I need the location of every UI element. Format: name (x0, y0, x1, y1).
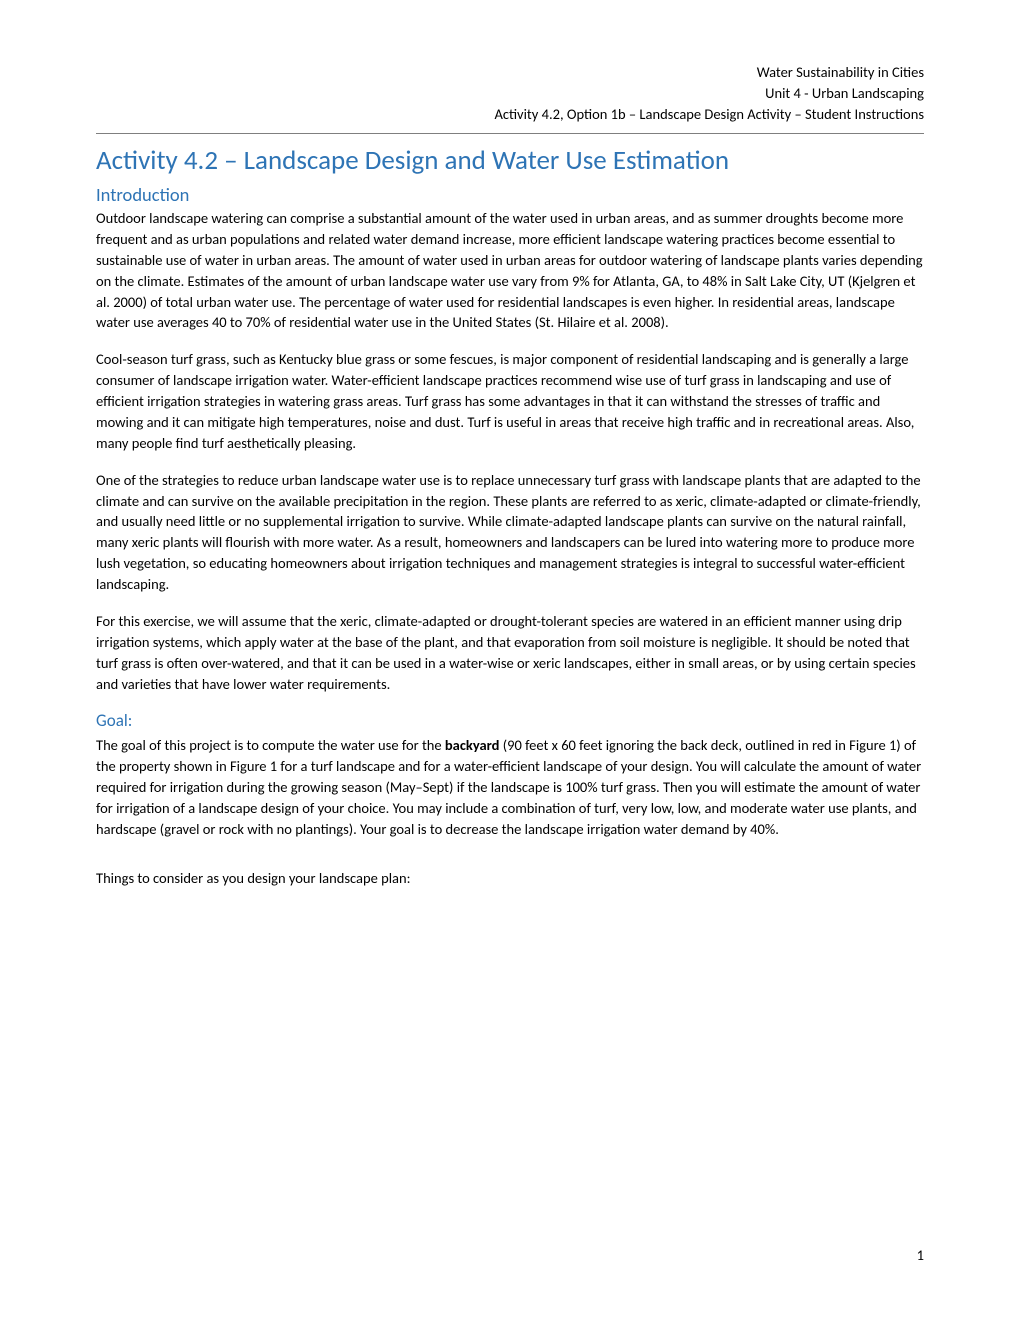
header-rule (96, 133, 924, 134)
header-line-1: Water Sustainability in Cities (96, 62, 924, 83)
intro-paragraph-2: Cool-season turf grass, such as Kentucky… (96, 349, 924, 453)
goal-paragraph: The goal of this project is to compute t… (96, 735, 924, 839)
intro-paragraph-1: Outdoor landscape watering can comprise … (96, 208, 924, 333)
intro-paragraph-4: For this exercise, we will assume that t… (96, 611, 924, 695)
goal-text-pre: The goal of this project is to compute t… (96, 736, 445, 754)
page-number: 1 (917, 1246, 924, 1264)
document-header: Water Sustainability in Cities Unit 4 - … (96, 62, 924, 125)
things-to-consider-line: Things to consider as you design your la… (96, 868, 924, 889)
section-heading-introduction: Introduction (96, 183, 924, 206)
intro-paragraph-3: One of the strategies to reduce urban la… (96, 470, 924, 595)
header-line-3: Activity 4.2, Option 1b – Landscape Desi… (96, 104, 924, 125)
header-line-2: Unit 4 - Urban Landscaping (96, 83, 924, 104)
goal-text-bold: backyard (445, 736, 500, 754)
page-title: Activity 4.2 – Landscape Design and Wate… (96, 144, 924, 177)
section-heading-goal: Goal: (96, 710, 924, 731)
